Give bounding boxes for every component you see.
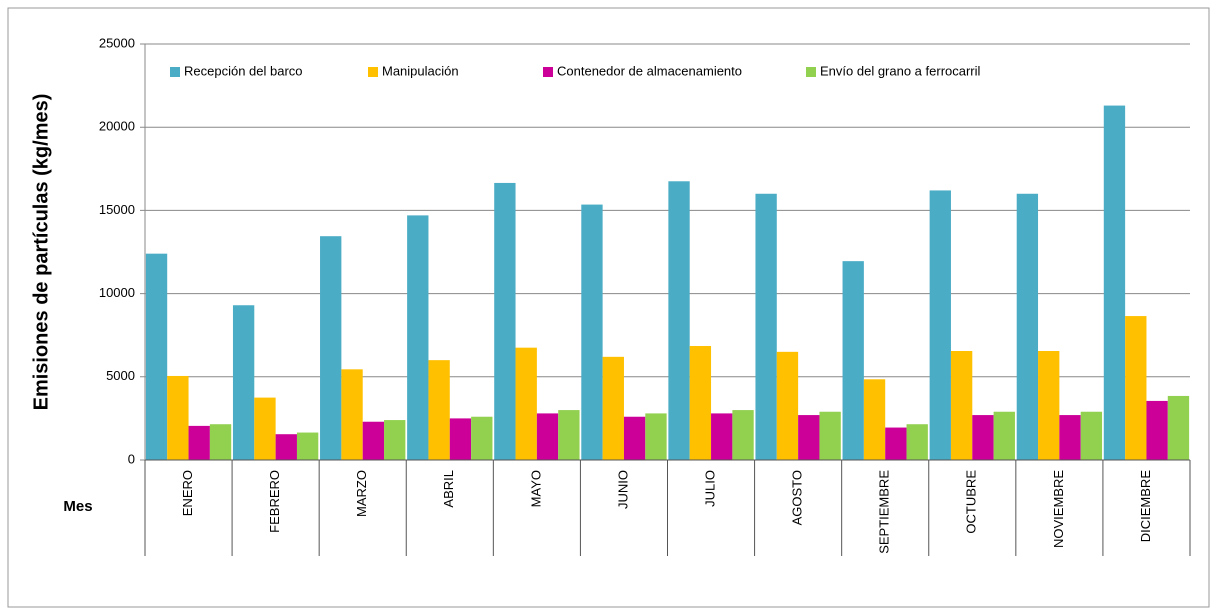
bar [732, 410, 754, 460]
bar [320, 236, 342, 460]
x-tick-label: MAYO [528, 470, 543, 507]
x-tick-label: OCTUBRE [964, 470, 979, 534]
x-tick-label: MARZO [354, 470, 369, 517]
bar [1167, 395, 1190, 460]
bar [275, 434, 297, 460]
x-tick-label: DICIEMBRE [1138, 470, 1153, 543]
legend-swatch [368, 67, 378, 77]
y-tick-label: 10000 [99, 285, 135, 300]
bar [842, 261, 864, 460]
bar [668, 181, 690, 460]
bar [1103, 105, 1126, 461]
bar [209, 424, 232, 460]
legend-label: Manipulación [382, 63, 459, 78]
x-tick-label: FEBRERO [267, 470, 282, 533]
bar [863, 379, 886, 460]
legend-swatch [806, 67, 816, 77]
bar [232, 305, 255, 460]
y-tick-label: 5000 [106, 368, 135, 383]
bar [384, 420, 406, 460]
x-tick-label: ABRIL [441, 470, 456, 508]
bar [167, 375, 189, 460]
bar [819, 411, 841, 460]
x-tick-label: AGOSTO [790, 470, 805, 525]
bar [711, 413, 733, 460]
bar [254, 397, 276, 460]
bar [188, 425, 210, 460]
y-tick-label: 0 [128, 451, 135, 466]
x-tick-label: JUNIO [615, 470, 630, 509]
bar [536, 413, 559, 460]
x-tick-label: NOVIEMBRE [1051, 470, 1066, 548]
bar [755, 193, 777, 460]
x-tick-label: SEPTIEMBRE [877, 470, 892, 554]
legend-swatch [543, 67, 553, 77]
x-tick-label: JULIO [702, 470, 717, 507]
bar [906, 424, 928, 460]
legend-swatch [170, 67, 180, 77]
bar [428, 360, 450, 460]
y-tick-label: 20000 [99, 119, 135, 134]
bar [798, 415, 820, 460]
bar [776, 351, 799, 460]
y-tick-label: 15000 [99, 202, 135, 217]
bar [689, 346, 712, 460]
bar [885, 427, 907, 460]
y-axis-label: Emisiones de partículas (kg/mes) [30, 94, 52, 411]
bar [602, 356, 624, 460]
bar [1016, 193, 1039, 460]
bar [623, 416, 646, 460]
bar [950, 351, 973, 460]
bar [362, 421, 385, 460]
bar [1080, 411, 1103, 460]
bar [1059, 415, 1081, 460]
legend-label: Envío del grano a ferrocarril [820, 63, 981, 78]
bar [558, 410, 580, 460]
bar [407, 215, 429, 460]
bar [581, 204, 603, 460]
legend-label: Recepción del barco [184, 63, 303, 78]
bar [993, 411, 1015, 460]
bar [1146, 400, 1168, 460]
bar [515, 347, 537, 460]
bar [1038, 351, 1060, 460]
legend-label: Contenedor de almacenamiento [557, 63, 742, 78]
bar [471, 416, 493, 460]
bar [645, 413, 667, 460]
bar [145, 253, 168, 460]
bar [341, 369, 363, 460]
bar [972, 415, 994, 460]
x-tick-label: ENERO [180, 470, 195, 516]
bar [449, 418, 472, 460]
bar [929, 190, 951, 460]
bar [296, 432, 319, 460]
x-axis-label: Mes [63, 498, 92, 515]
frame [7, 7, 1210, 608]
y-tick-label: 25000 [99, 35, 135, 50]
bar [1125, 316, 1147, 460]
bar [494, 182, 516, 460]
